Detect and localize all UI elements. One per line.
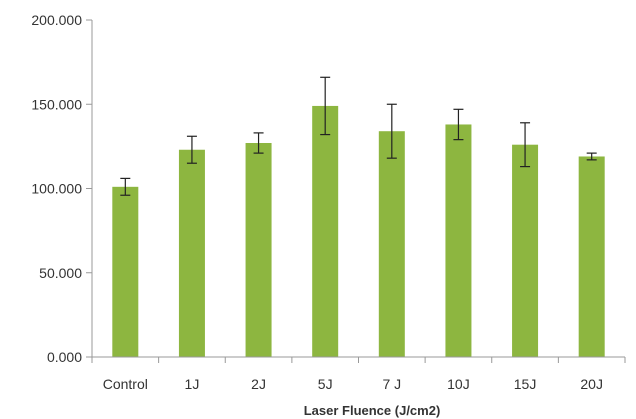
bars-group — [112, 105, 605, 357]
bar — [112, 186, 139, 357]
bar — [578, 156, 605, 357]
y-axis-ticks: 0.000 50.000 100.000 150.000 200.000 — [31, 12, 92, 365]
x-tick-label: 10J — [447, 376, 470, 392]
y-tick-label: 200.000 — [31, 12, 82, 28]
x-tick-label: 1J — [185, 376, 200, 392]
y-tick-label: 50.000 — [39, 265, 82, 281]
x-tick-label: 7 J — [382, 376, 401, 392]
x-tick-label: 20J — [580, 376, 603, 392]
x-axis-title: Laser Fluence (J/cm2) — [304, 403, 441, 418]
bar — [445, 124, 472, 357]
bar — [312, 105, 339, 357]
bar — [378, 131, 405, 357]
bar — [512, 144, 539, 357]
bar — [245, 143, 272, 357]
x-tick-label: 2J — [251, 376, 266, 392]
x-axis-ticks: Control 1J 2J 5J 7 J 10J 15J 20J — [103, 376, 603, 392]
y-tick-label: 150.000 — [31, 96, 82, 112]
x-tick-label: 5J — [318, 376, 333, 392]
y-tick-label: 0.000 — [47, 349, 82, 365]
y-tick-label: 100.000 — [31, 181, 82, 197]
error-bars-group — [120, 76, 597, 196]
x-tick-label: Control — [103, 376, 148, 392]
bar — [178, 149, 205, 357]
x-tick-label: 15J — [514, 376, 537, 392]
axes-group — [91, 20, 626, 363]
